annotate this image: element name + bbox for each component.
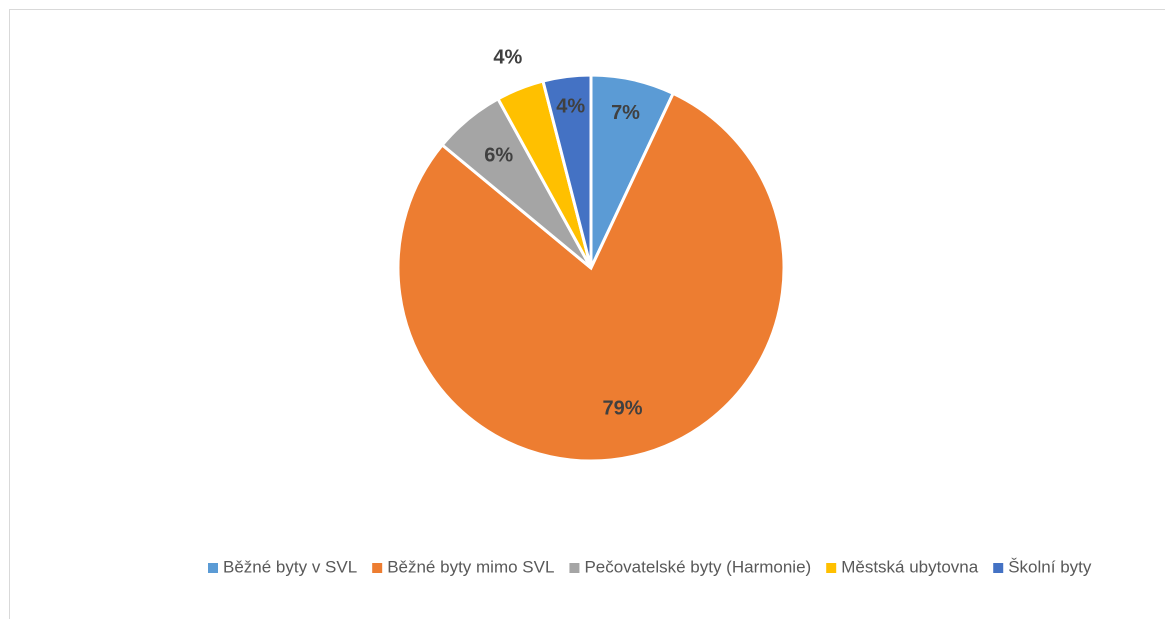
pie-slice	[541, 73, 593, 269]
legend-label: Běžné byty mimo SVL	[387, 557, 554, 576]
data-label: 7%	[611, 102, 640, 124]
legend-label: Městská ubytovna	[841, 557, 979, 576]
data-label: 79%	[603, 398, 643, 420]
data-label: 4%	[493, 46, 522, 68]
legend-marker	[569, 563, 580, 573]
legend-label: Pečovatelské byty (Harmonie)	[584, 557, 811, 576]
legend-marker	[993, 563, 1004, 573]
legend-marker	[826, 563, 837, 573]
data-label: 4%	[556, 95, 585, 117]
pie-slice	[396, 91, 786, 463]
legend-label: Školní byty	[1008, 557, 1092, 576]
legend-marker	[372, 563, 383, 573]
legend-marker	[208, 563, 218, 573]
data-label: 6%	[484, 145, 513, 167]
legend-label: Běžné byty v SVL	[223, 557, 357, 576]
